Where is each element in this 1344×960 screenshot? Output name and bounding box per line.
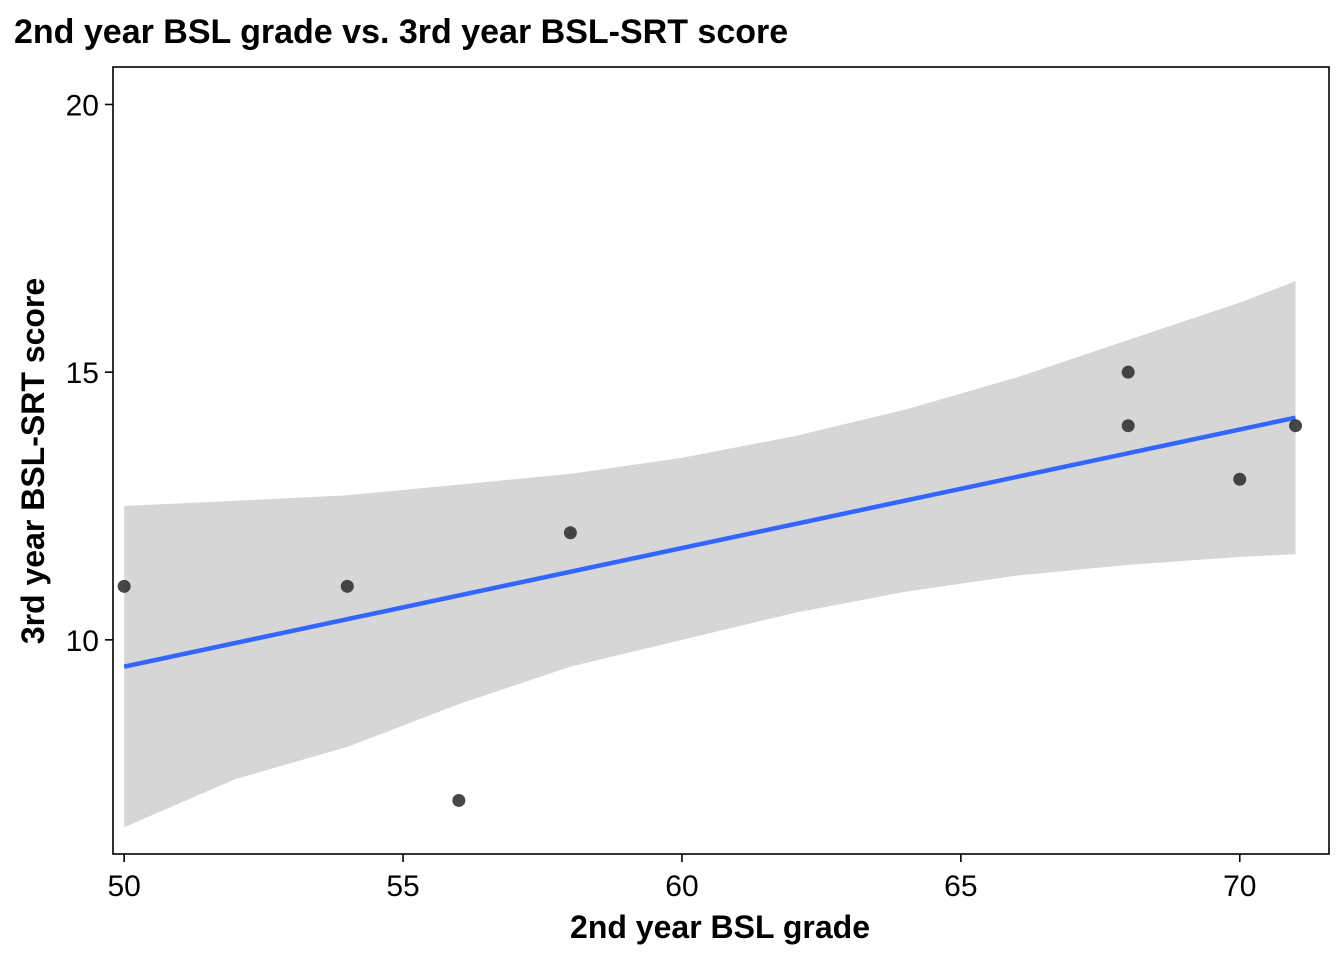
x-tick-label-55: 55 (386, 870, 419, 903)
x-tick-label-65: 65 (944, 870, 977, 903)
x-axis-ticks: 50 55 60 65 70 (107, 854, 1256, 903)
data-point-5 (1121, 365, 1135, 379)
plot-panel-border (112, 66, 1330, 855)
y-tick-label-10: 10 (66, 625, 99, 658)
fit-line-layer (123, 415, 1296, 669)
x-tick-label-70: 70 (1223, 870, 1256, 903)
x-tick-label-50: 50 (107, 870, 140, 903)
data-point-1 (117, 579, 131, 593)
y-tick-label-15: 15 (66, 357, 99, 390)
regression-line (123, 415, 1296, 669)
confidence-band (124, 281, 1296, 828)
y-axis-title: 3rd year BSL-SRT score (15, 278, 51, 644)
data-point-6 (1121, 419, 1135, 433)
data-point-8 (1289, 419, 1303, 433)
y-tick-label-20: 20 (66, 89, 99, 122)
x-tick-label-60: 60 (665, 870, 698, 903)
data-points-layer (117, 365, 1303, 807)
data-point-4 (563, 526, 577, 540)
data-point-2 (340, 579, 354, 593)
x-axis-title: 2nd year BSL grade (570, 909, 870, 945)
data-point-3 (452, 793, 466, 807)
confidence-band-layer (124, 281, 1296, 828)
data-point-7 (1233, 472, 1247, 486)
chart-title: 2nd year BSL grade vs. 3rd year BSL-SRT … (14, 13, 788, 51)
y-axis-ticks: 10 15 20 (66, 89, 113, 658)
